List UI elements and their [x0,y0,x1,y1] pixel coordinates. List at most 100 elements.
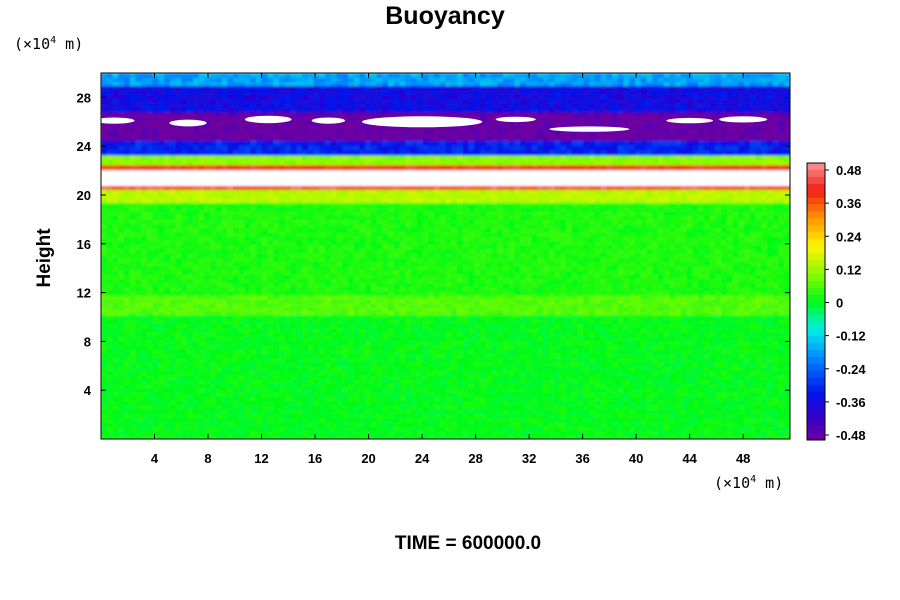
field-cell [721,378,728,385]
field-cell [772,323,780,329]
field-cell [703,408,711,415]
field-cell [267,391,275,397]
field-cell [158,361,165,367]
field-cell [560,348,567,354]
field-cell [192,421,200,427]
field-cell [273,404,280,410]
field-cell [531,370,539,376]
field-cell [238,413,246,419]
field-cell [698,421,705,427]
field-cell [215,353,223,359]
field-cell [405,391,412,397]
field-cell [566,366,573,372]
field-cell [680,383,688,389]
field-cell [296,357,303,363]
field-cell [577,331,585,337]
field-cell [761,370,768,376]
field-cell [353,353,361,359]
field-cell [324,434,332,439]
field-cell [101,396,108,402]
field-cell [749,434,757,439]
field-cell [399,357,407,363]
field-cell [520,408,527,415]
field-cell [158,434,165,439]
field-cell [715,344,722,350]
field-cell [525,378,533,385]
field-cell [525,383,533,389]
field-cell [301,408,309,415]
field-cell [749,318,757,324]
field-cell [767,400,774,406]
field-cell [428,323,435,329]
field-cell [692,366,699,372]
field-cell [634,314,642,320]
field-cell [164,400,171,406]
field-cell [531,421,539,427]
field-cell [359,378,366,385]
field-cell [141,323,148,329]
field-cell [571,361,579,367]
field-cell [123,396,131,402]
field-cell [502,374,510,380]
field-cell [778,370,786,376]
field-cell [439,357,447,363]
field-cell [347,378,355,385]
field-cell [772,396,780,402]
field-cell [198,340,206,346]
field-cell [634,374,642,380]
field-cell [479,378,487,385]
field-cell [169,417,177,423]
field-cell [250,327,257,333]
field-cell [267,336,275,342]
field-cell [508,404,516,410]
buoyancy-field [101,73,790,439]
field-cell [382,361,389,367]
field-cell [491,336,498,342]
field-cell [146,434,154,439]
field-cell [101,361,108,367]
field-cell [135,387,142,393]
field-cell [204,387,211,393]
field-cell [525,413,533,419]
field-cell [158,348,165,354]
field-cell [778,344,786,350]
field-cell [187,327,194,333]
field-cell [761,348,768,354]
field-cell [439,430,447,436]
field-cell [324,331,332,337]
field-cell [479,327,487,333]
field-cell [411,421,418,427]
field-cell [554,408,562,415]
field-cell [290,408,298,415]
field-cell [181,374,188,380]
field-cell [594,314,602,320]
field-cell [462,340,470,346]
field-cell [164,408,171,415]
field-cell [101,417,108,423]
field-cell [169,413,177,419]
field-cell [554,348,562,354]
field-cell [508,314,516,320]
field-cell [261,374,269,380]
field-cell [169,430,177,436]
field-cell [284,387,292,393]
field-cell [296,366,303,372]
field-cell [721,357,728,363]
field-cell [657,387,665,393]
field-cell [606,370,613,376]
field-cell [514,366,521,372]
field-cell [307,430,315,436]
field-cell [215,318,223,324]
field-cell [330,378,338,385]
field-cell [365,408,372,415]
field-cell [445,378,453,385]
field-cell [112,323,120,329]
field-cell [152,361,160,367]
field-cell [491,408,498,415]
field-cell [698,366,705,372]
field-cell [416,387,424,393]
field-cell [319,396,326,402]
field-cell [175,331,183,337]
field-cell [284,430,292,436]
field-cell [416,327,424,333]
